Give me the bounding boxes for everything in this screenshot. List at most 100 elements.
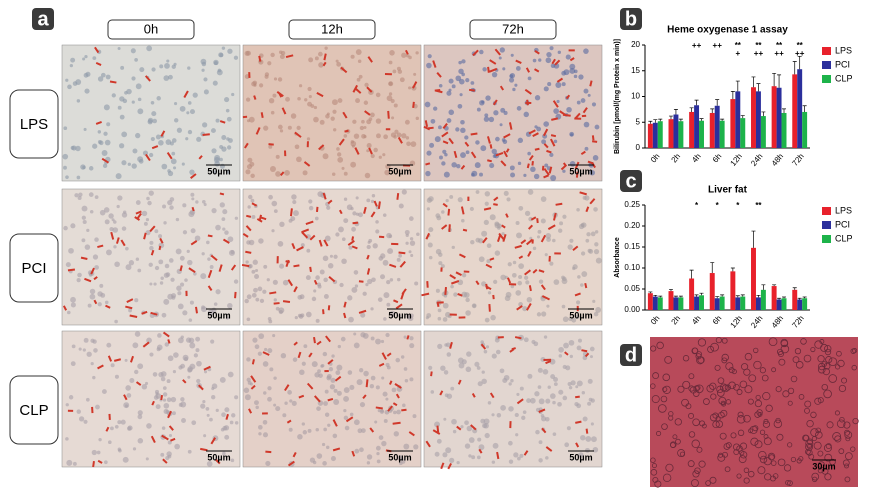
- nucleus: [428, 196, 434, 202]
- nucleus: [488, 116, 495, 123]
- stain: [548, 166, 553, 174]
- nucleus: [739, 380, 748, 389]
- nucleus: [273, 209, 278, 214]
- nucleus: [315, 275, 320, 280]
- stain: [468, 88, 476, 92]
- nucleus: [193, 271, 197, 276]
- stain: [245, 250, 252, 254]
- error-bar: [648, 120, 653, 124]
- nucleus: [435, 288, 440, 293]
- nucleus: [569, 67, 576, 74]
- nucleus: [160, 376, 166, 382]
- nucleus: [300, 243, 305, 248]
- nucleus: [395, 357, 401, 363]
- nucleus: [443, 370, 449, 375]
- nucleus: [169, 205, 174, 210]
- nucleus: [484, 113, 489, 118]
- stain: [92, 461, 95, 468]
- nucleus: [662, 473, 672, 483]
- nucleus: [559, 221, 564, 226]
- legend-label: LPS: [835, 45, 852, 55]
- nucleus: [456, 164, 461, 169]
- nucleus: [375, 229, 380, 234]
- nucleus: [323, 401, 328, 406]
- stain: [219, 120, 226, 124]
- nucleus: [331, 99, 338, 106]
- stain: [322, 309, 325, 315]
- nucleus: [370, 153, 375, 159]
- nucleus: [258, 238, 264, 244]
- nucleus: [762, 391, 771, 401]
- nucleus: [445, 447, 452, 454]
- nucleus: [424, 101, 431, 108]
- nucleus: [339, 282, 344, 288]
- nucleus: [795, 361, 804, 369]
- nucleus: [115, 173, 122, 180]
- nucleus: [120, 65, 125, 70]
- nucleus: [838, 448, 845, 455]
- nucleus: [66, 459, 73, 466]
- nucleus: [587, 248, 592, 253]
- nucleus: [135, 83, 142, 90]
- nucleus: [138, 159, 144, 164]
- stain: [457, 292, 463, 297]
- nucleus: [824, 348, 832, 356]
- stain: [93, 276, 98, 281]
- nucleus: [250, 198, 255, 203]
- stain: [150, 435, 156, 443]
- bar: [771, 86, 777, 148]
- stain: [90, 267, 95, 275]
- nucleus: [90, 338, 95, 343]
- nucleus: [580, 434, 586, 441]
- nucleus: [513, 452, 519, 458]
- nucleus: [401, 189, 407, 195]
- nucleus: [651, 395, 660, 404]
- nucleus: [491, 148, 497, 155]
- stain: [242, 232, 249, 238]
- nucleus: [437, 343, 443, 349]
- nucleus: [258, 432, 262, 436]
- stain: [93, 299, 98, 305]
- nucleus: [101, 389, 107, 394]
- nucleus: [282, 413, 287, 418]
- nucleus: [731, 369, 737, 375]
- nucleus: [359, 368, 364, 373]
- nucleus: [359, 447, 364, 453]
- nucleus: [206, 460, 213, 467]
- nucleus: [110, 363, 115, 368]
- nucleus: [578, 452, 584, 458]
- stain: [150, 249, 155, 256]
- nucleus: [354, 284, 359, 288]
- error-bar: [689, 107, 694, 112]
- stain: [368, 147, 373, 155]
- stain: [344, 129, 349, 133]
- nucleus: [121, 212, 128, 218]
- nucleus: [158, 234, 163, 239]
- nucleus: [157, 333, 162, 338]
- stain: [524, 88, 532, 95]
- y-tick-label: 0.15: [624, 242, 640, 251]
- stain: [441, 131, 449, 138]
- nucleus: [194, 235, 201, 242]
- nucleus: [114, 374, 119, 379]
- stain: [391, 242, 399, 246]
- nucleus: [207, 309, 214, 316]
- nucleus: [196, 136, 202, 142]
- nucleus: [709, 382, 717, 390]
- nucleus: [398, 253, 403, 258]
- nucleus: [68, 395, 74, 400]
- stain: [574, 292, 581, 297]
- stain: [582, 107, 588, 114]
- nucleus: [405, 233, 409, 238]
- error-bar: [699, 118, 704, 121]
- nucleus: [817, 355, 825, 363]
- nucleus: [471, 172, 475, 177]
- nucleus: [161, 312, 167, 318]
- nucleus: [581, 271, 588, 277]
- nucleus: [405, 241, 409, 245]
- stain: [373, 200, 378, 207]
- nucleus: [414, 281, 419, 286]
- nucleus: [294, 144, 300, 150]
- nucleus: [191, 197, 195, 201]
- nucleus: [275, 171, 281, 177]
